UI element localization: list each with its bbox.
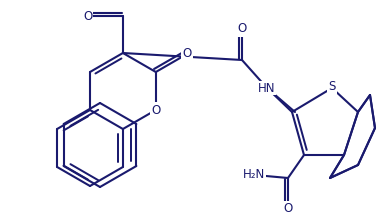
Text: HN: HN [258, 82, 276, 95]
Text: S: S [328, 80, 336, 93]
Text: O: O [151, 103, 160, 116]
Text: O: O [284, 202, 293, 215]
Text: O: O [83, 10, 92, 23]
Text: O: O [183, 48, 192, 61]
Text: H₂N: H₂N [243, 168, 265, 181]
Text: O: O [237, 23, 246, 36]
